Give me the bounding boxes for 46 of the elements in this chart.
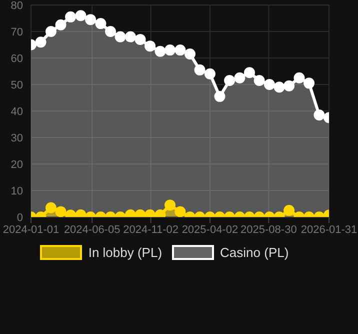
point [55,19,66,30]
point [224,75,236,86]
point [45,26,56,37]
y-tick-label: 0 [16,212,23,224]
legend-label: In lobby (PL) [88,245,162,260]
point [234,72,246,84]
y-tick-label: 10 [10,185,23,198]
x-tick-label: 2024-11-02 [123,224,179,236]
y-tick-label: 80 [10,0,23,12]
point [294,72,305,84]
point [174,44,186,56]
y-tick-label: 40 [10,106,23,118]
y-tick-label: 60 [10,52,23,65]
y-tick-label: 30 [10,132,23,144]
point [274,82,285,93]
point [154,46,166,57]
point [124,31,136,42]
y-tick-label: 20 [10,158,23,171]
point [304,78,315,89]
point [204,68,216,80]
x-tick-label: 2026-01-31 [300,224,358,236]
point [254,75,265,86]
point [75,10,86,22]
y-tick-label: 70 [10,26,23,38]
point [144,40,156,52]
point [264,79,275,90]
y-tick-label: 50 [10,79,23,92]
point [184,48,196,60]
point [164,44,176,56]
point [314,109,325,120]
x-tick-label: 2025-08-30 [240,224,297,236]
point [284,80,295,92]
point [95,18,106,30]
point [104,26,116,37]
x-tick-label: 2024-01-01 [2,224,60,236]
point [114,31,126,42]
point [134,34,146,45]
point [35,36,46,48]
legend-label: Casino (PL) [220,245,289,260]
point [85,14,96,26]
point [65,11,76,22]
x-tick-label: 2025-04-02 [182,224,238,236]
point [214,90,226,102]
point [194,64,206,76]
point [244,67,256,78]
x-tick-label: 2024-06-05 [64,224,120,236]
